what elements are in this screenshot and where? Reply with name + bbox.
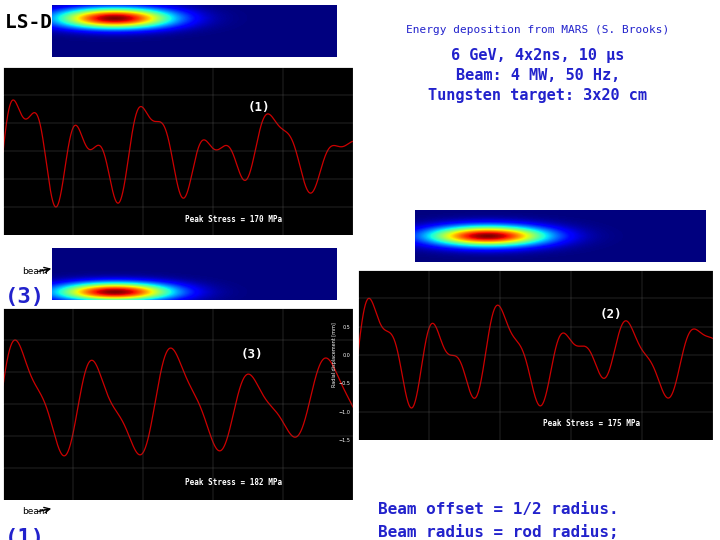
Text: beam: beam (22, 267, 48, 275)
Text: Beam offset = 1/2 radius.: Beam offset = 1/2 radius. (378, 502, 618, 517)
Text: Energy deposition from MARS (S. Brooks): Energy deposition from MARS (S. Brooks) (406, 25, 670, 35)
Text: (2): (2) (599, 308, 622, 321)
Title: W target, 3x20 cm, beam off axis, angle2: W target, 3x20 cm, beam off axis, angle2 (132, 303, 223, 307)
Y-axis label: Node no.
A JU1: Node no. A JU1 (374, 140, 384, 162)
Y-axis label: Node no.
A JU1: Node no. A JU1 (374, 393, 384, 415)
X-axis label: Time [ms]: Time [ms] (164, 249, 192, 254)
Text: Beam radius = rod radius;: Beam radius = rod radius; (378, 525, 618, 540)
X-axis label: Time [ms]: Time [ms] (164, 514, 192, 519)
Title: W target, 3x20 cm, beam off axis: W target, 3x20 cm, beam off axis (499, 265, 572, 269)
Text: Beam: 4 MW, 50 Hz,: Beam: 4 MW, 50 Hz, (456, 68, 620, 83)
Text: (1): (1) (5, 528, 45, 540)
Text: Tungsten target: 3x20 cm: Tungsten target: 3x20 cm (428, 88, 647, 103)
Text: 6 GeV, 4x2ns, 10 μs: 6 GeV, 4x2ns, 10 μs (451, 48, 625, 63)
Text: Peak Stress = 175 MPa: Peak Stress = 175 MPa (543, 420, 640, 428)
Text: beam: beam (22, 507, 48, 516)
Y-axis label: Radial displacement [mm]: Radial displacement [mm] (332, 322, 337, 387)
Text: beam: beam (383, 302, 409, 312)
Text: (3): (3) (5, 287, 45, 307)
X-axis label: Time [ms]: Time [ms] (521, 454, 549, 459)
Text: LS-DYNA (3D): LS-DYNA (3D) (5, 13, 146, 32)
Title: W target, 3x20 cm, beam off axis, angle1: W target, 3x20 cm, beam off axis, angle1 (132, 62, 223, 66)
Text: (1): (1) (248, 100, 271, 114)
Text: Peak Stress = 182 MPa: Peak Stress = 182 MPa (185, 478, 282, 487)
Text: (3): (3) (241, 348, 264, 361)
Text: (2): (2) (362, 326, 402, 346)
Text: Peak Stress = 170 MPa: Peak Stress = 170 MPa (185, 214, 282, 224)
